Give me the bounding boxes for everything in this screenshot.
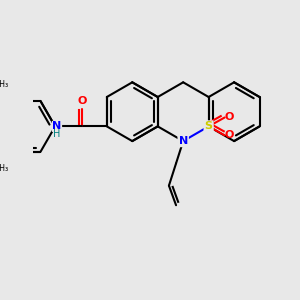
Text: CH₃: CH₃ xyxy=(0,164,9,173)
Text: H: H xyxy=(53,129,61,140)
Text: N: N xyxy=(52,122,62,131)
Text: O: O xyxy=(224,112,234,122)
Text: O: O xyxy=(224,130,234,140)
Text: O: O xyxy=(77,97,87,106)
Text: S: S xyxy=(205,122,213,131)
Text: N: N xyxy=(178,136,188,146)
Text: CH₃: CH₃ xyxy=(0,80,9,89)
